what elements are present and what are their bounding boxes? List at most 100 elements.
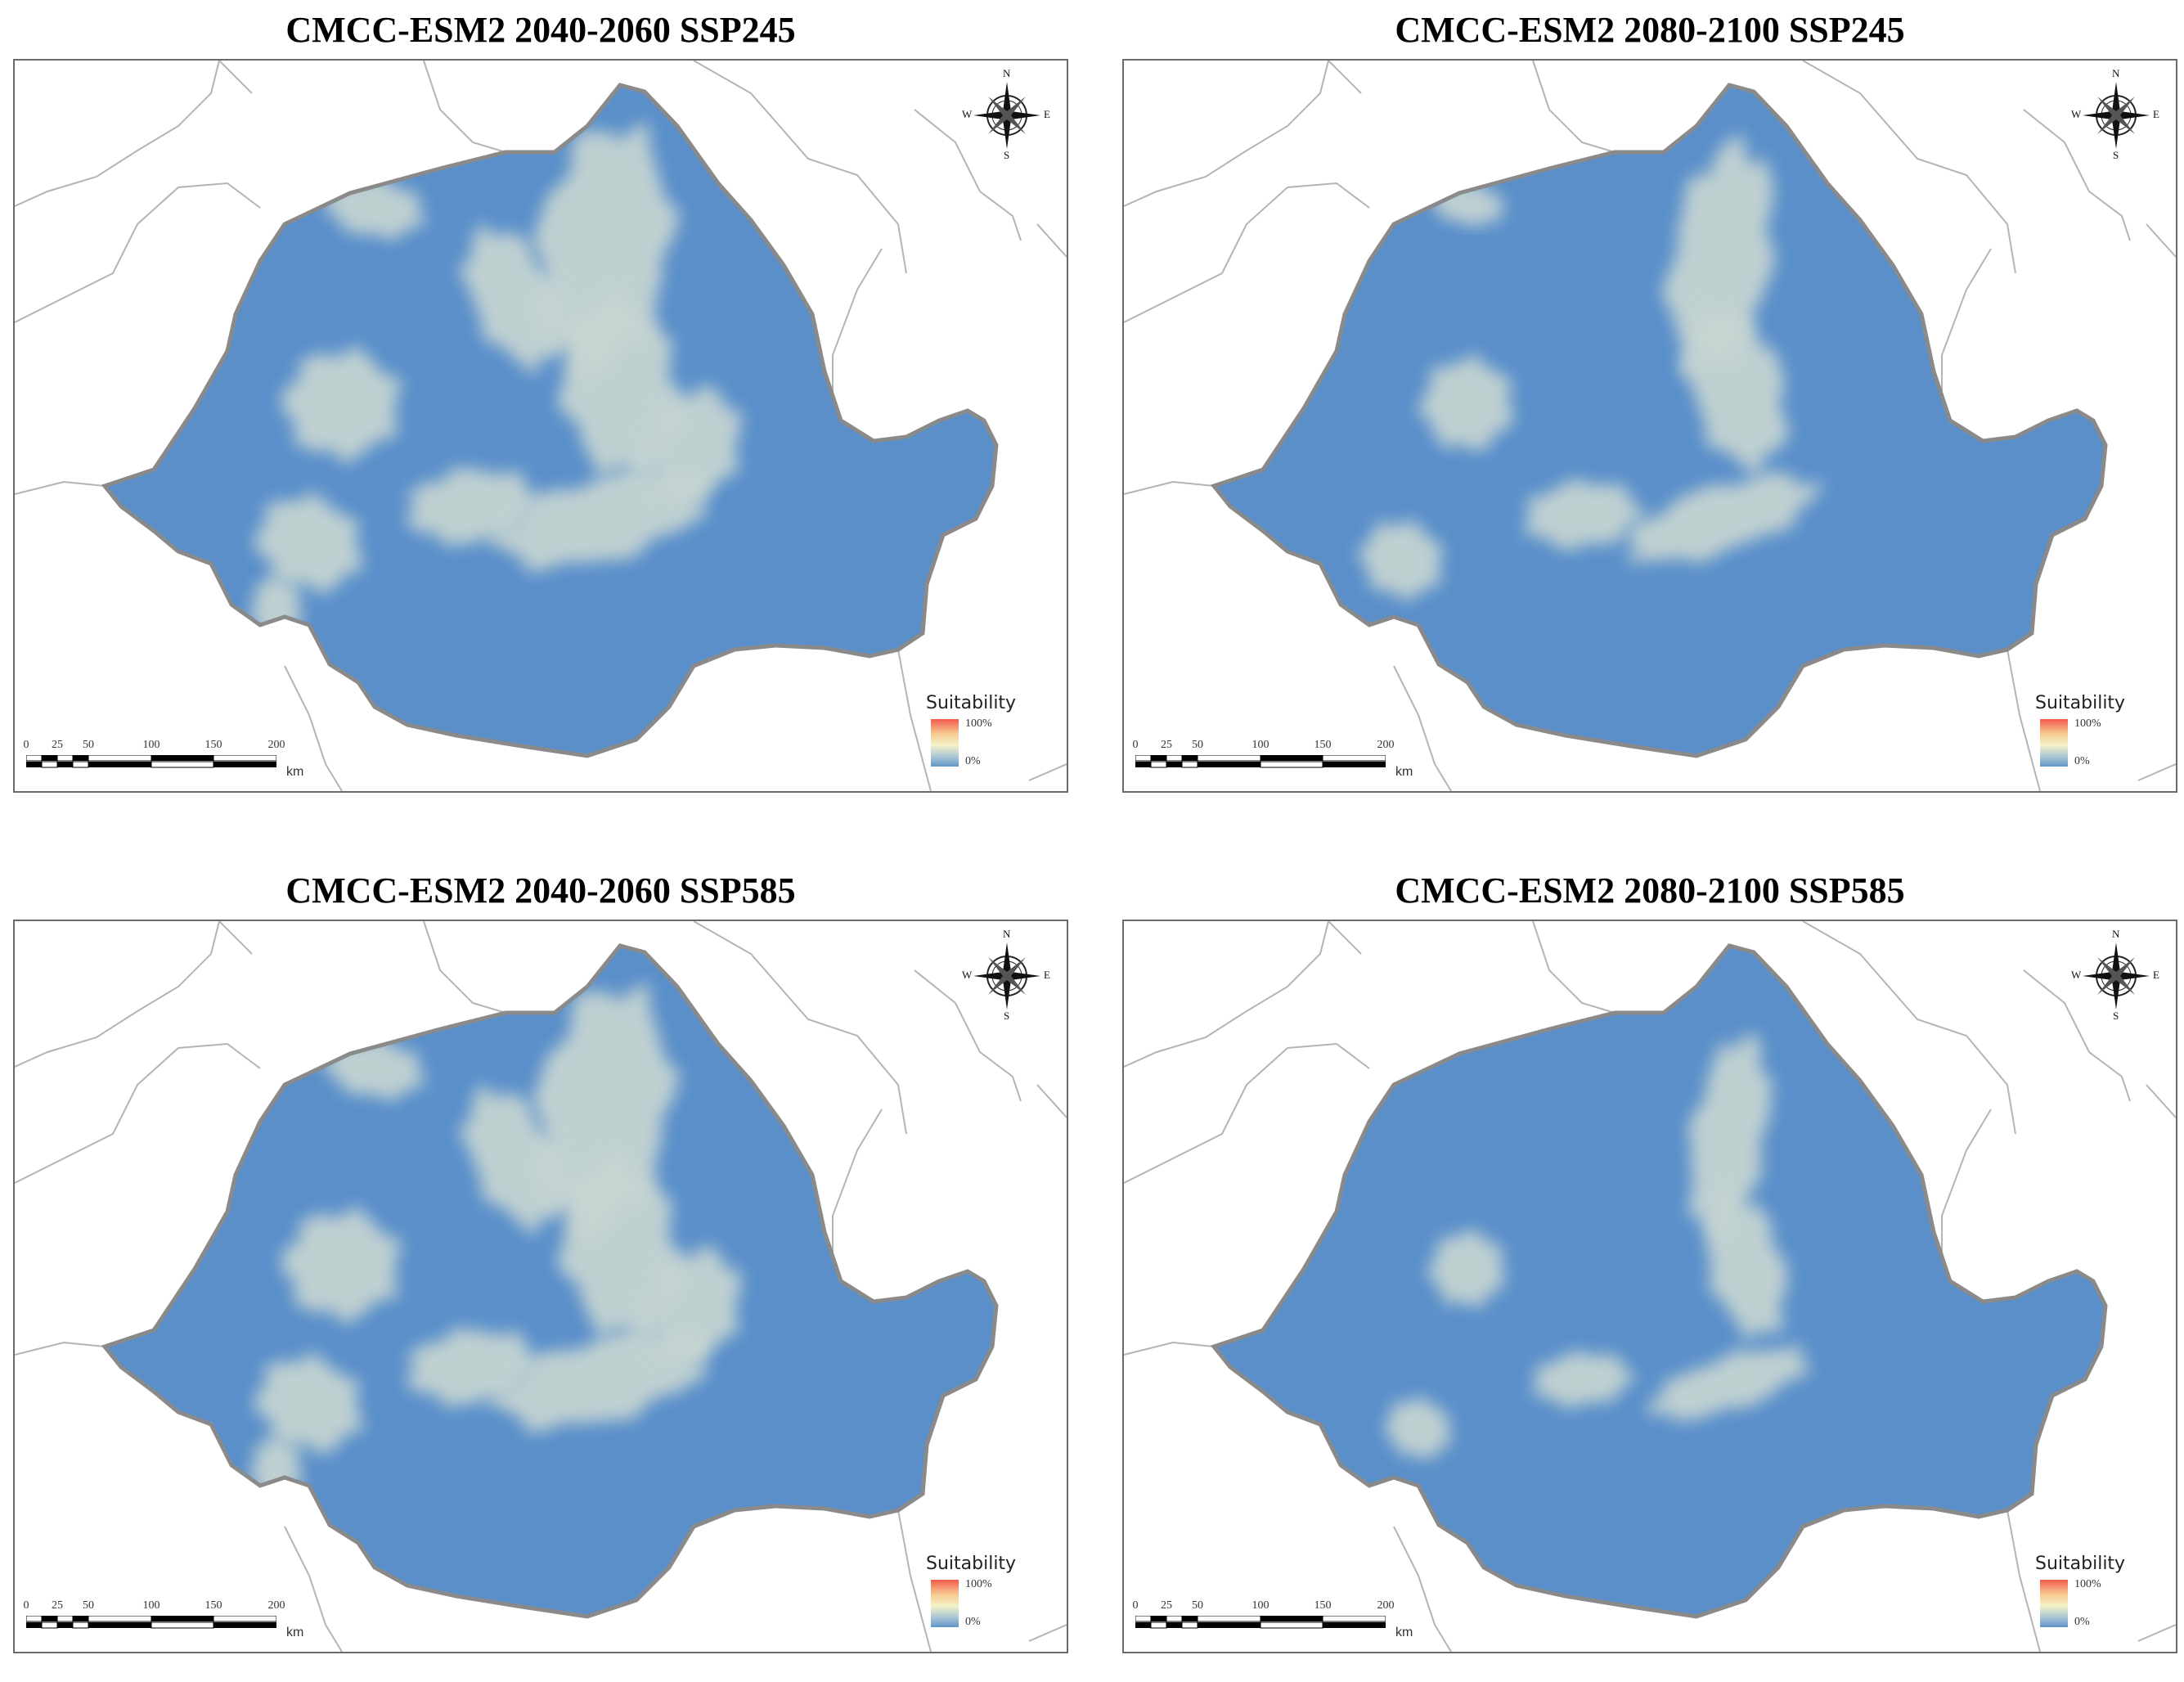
neighbor-boundary: [423, 61, 506, 153]
legend-max-label: 100%: [2074, 717, 2101, 730]
suitable-zone: [281, 1206, 404, 1324]
compass-s-label: S: [1004, 149, 1010, 161]
legend-max-label: 100%: [2074, 1578, 2101, 1590]
scale-unit-label: km: [1395, 765, 1413, 779]
scale-bar-graphic: [26, 755, 276, 768]
suitability-map: [15, 921, 1067, 1652]
compass-w-label: W: [962, 969, 973, 981]
neighbor-boundary: [1941, 248, 1992, 404]
suitable-zone: [1521, 478, 1642, 551]
legend: Suitability 100% 0%: [2035, 1554, 2158, 1644]
scale-tick-label: 25: [52, 739, 63, 751]
neighbor-boundary: [693, 61, 907, 274]
neighbor-boundary: [693, 921, 907, 1135]
suitable-zone: [1682, 304, 1791, 476]
suitable-zone: [484, 1326, 710, 1432]
compass-rose-icon: [2083, 942, 2150, 1010]
scale-tick-label: 200: [1377, 739, 1395, 751]
legend-max-label: 100%: [965, 1578, 992, 1590]
neighbor-boundary: [1532, 61, 1616, 153]
neighbor-boundary: [832, 248, 883, 404]
scale-tick-label: 25: [1161, 1599, 1172, 1612]
compass-s-label: S: [2113, 149, 2119, 161]
neighbor-boundary: [2006, 649, 2041, 791]
map-panel: CMCC-ESM2 2040-2060 SSP585 N S W E Suitabil…: [13, 864, 1068, 1682]
scale-tick-label: 25: [1161, 739, 1172, 751]
legend: Suitability 100% 0%: [926, 693, 1049, 783]
neighbor-boundary: [897, 649, 932, 791]
map-frame: N S W E Suitability 100% 0% 0 25 50 100 150 200 k…: [13, 59, 1068, 793]
legend-min-label: 0%: [2074, 1616, 2090, 1628]
scale-tick-label: 100: [1252, 739, 1270, 751]
suitable-zone: [459, 222, 566, 376]
suitable-zone: [1701, 1185, 1788, 1341]
compass-w-label: W: [2071, 108, 2082, 120]
neighbor-boundary: [1802, 921, 2016, 1135]
suitable-zone: [1426, 1229, 1508, 1308]
suitable-zone: [556, 1149, 681, 1341]
scale-tick-label: 150: [1314, 739, 1332, 751]
neighbor-boundary: [1532, 921, 1616, 1014]
neighbor-boundary: [1328, 921, 1362, 955]
compass-n-label: N: [1003, 928, 1011, 940]
scale-unit-label: km: [286, 1626, 304, 1639]
suitable-zone: [1356, 520, 1444, 601]
panel-title: CMCC-ESM2 2080-2100 SSP245: [1395, 10, 1905, 50]
compass-e-label: E: [2153, 108, 2159, 120]
suitable-zone: [281, 345, 404, 463]
scale-unit-label: km: [286, 765, 304, 779]
neighbor-boundary: [1393, 665, 1452, 791]
neighbor-boundary: [1941, 1109, 1992, 1265]
neighbor-boundary: [1028, 1624, 1067, 1642]
neighbor-boundary: [1802, 61, 2016, 274]
scale-tick-label: 50: [1192, 1599, 1203, 1612]
neighbor-boundary: [914, 109, 1022, 241]
neighbor-boundary: [1124, 182, 1370, 323]
map-panel: CMCC-ESM2 2040-2060 SSP245 N S W E Suitabil…: [13, 3, 1068, 821]
suitable-zone: [643, 383, 742, 508]
neighbor-boundary: [2146, 1084, 2176, 1118]
compass-w-label: W: [2071, 969, 2082, 981]
scale-tick-label: 0: [1132, 1599, 1139, 1612]
neighbor-boundary: [1124, 1042, 1370, 1184]
suitable-zone: [403, 1327, 547, 1407]
neighbor-boundary: [2137, 1624, 2176, 1642]
neighbor-boundary: [15, 182, 261, 323]
neighbor-boundary: [15, 921, 220, 1068]
map-panel: CMCC-ESM2 2080-2100 SSP585 N S W E Suitabil…: [1122, 864, 2177, 1682]
map-frame: N S W E Suitability 100% 0% 0 25 50 100 150 200 k…: [1122, 59, 2177, 793]
neighbor-boundary: [218, 61, 253, 94]
neighbor-boundary: [1036, 1084, 1067, 1118]
scale-tick-label: 0: [23, 1599, 29, 1612]
compass-n-label: N: [2112, 67, 2120, 79]
neighbor-boundary: [2023, 109, 2131, 241]
map-frame: N S W E Suitability 100% 0% 0 25 50 100 150 200 k…: [13, 920, 1068, 1653]
suitability-map: [1124, 921, 2176, 1652]
neighbor-boundary: [423, 921, 506, 1014]
suitable-zone: [484, 465, 710, 572]
compass-e-label: E: [2153, 969, 2159, 981]
scale-tick-label: 150: [204, 739, 222, 751]
north-arrow-icon: N S W E: [2071, 928, 2161, 1022]
scale-tick-label: 0: [1132, 739, 1139, 751]
country-border: [1210, 83, 2108, 758]
suitability-zones: [249, 120, 742, 644]
compass-s-label: S: [1004, 1010, 1010, 1022]
scale-bar-graphic: [26, 1616, 276, 1629]
neighbor-boundary: [2006, 1509, 2041, 1652]
scale-tick-label: 50: [83, 1599, 94, 1612]
scale-tick-label: 100: [1252, 1599, 1270, 1612]
legend: Suitability 100% 0%: [926, 1554, 1049, 1644]
neighbor-boundary: [1328, 61, 1362, 94]
neighbor-boundary: [1393, 1526, 1452, 1652]
map-frame: N S W E Suitability 100% 0% 0 25 50 100 150 200 k…: [1122, 920, 2177, 1653]
neighbor-boundary: [1036, 223, 1067, 258]
suitable-zone: [1646, 1344, 1811, 1421]
compass-s-label: S: [2113, 1010, 2119, 1022]
neighbor-boundary: [832, 1109, 883, 1265]
suitable-zone: [643, 1244, 742, 1369]
legend-min-label: 0%: [965, 755, 981, 767]
scale-tick-label: 0: [23, 739, 29, 751]
scale-unit-label: km: [1395, 1626, 1413, 1639]
country-border: [101, 943, 999, 1619]
